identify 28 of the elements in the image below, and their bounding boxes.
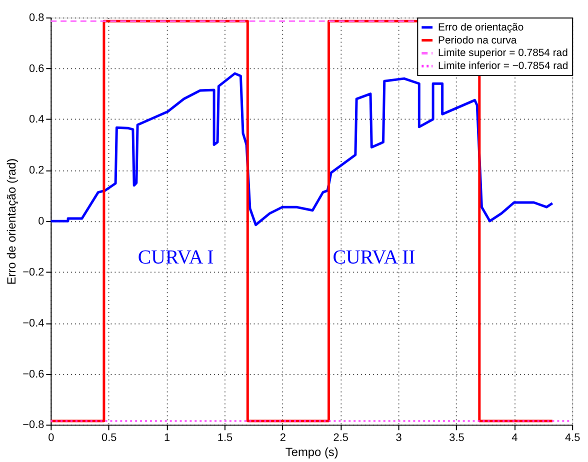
- y-tick-label: −0.6: [22, 368, 44, 380]
- x-tick-label: 0: [48, 432, 54, 444]
- x-tick-label: 3.5: [449, 432, 464, 444]
- y-tick-label: −0.2: [22, 266, 44, 278]
- x-tick-label: 3: [396, 432, 402, 444]
- x-axis-title: Tempo (s): [285, 444, 338, 459]
- x-tick-label: 0.5: [102, 432, 117, 444]
- y-tick-label: 0.2: [29, 164, 44, 177]
- y-tick-label: −0.8: [22, 419, 44, 432]
- annotation: CURVA II: [332, 246, 416, 269]
- legend-label: Erro de orientação: [438, 22, 524, 34]
- y-tick-label: 0: [38, 216, 44, 228]
- x-tick-label: 2.5: [333, 432, 348, 444]
- y-tick-label: 0.8: [29, 12, 44, 24]
- y-tick-label: 0.4: [29, 114, 44, 126]
- y-axis-title: Erro de orientação (rad): [4, 158, 19, 285]
- line-series: [50, 72, 554, 226]
- legend-label: Periodo na curva: [438, 35, 517, 46]
- x-tick-label: 4: [512, 432, 518, 444]
- x-tick-label: 1.5: [217, 432, 233, 444]
- x-tick-label: 1: [164, 432, 170, 444]
- annotation: CURVA I: [138, 246, 214, 269]
- x-tick-label: 4.5: [565, 432, 580, 444]
- legend-label: Limite superior = 0.7854 rad: [438, 48, 568, 60]
- y-tick-label: 0.6: [29, 62, 44, 75]
- legend-label: Limite inferior = −0.7854 rad: [438, 61, 568, 72]
- y-tick-label: −0.4: [22, 317, 44, 330]
- x-tick-label: 2: [280, 432, 286, 444]
